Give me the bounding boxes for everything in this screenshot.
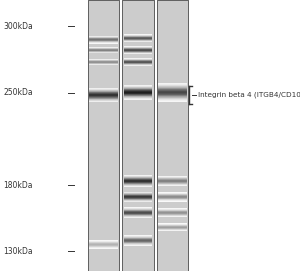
Bar bbox=[158, 95, 187, 96]
Bar bbox=[158, 97, 187, 98]
Bar bbox=[158, 94, 187, 95]
Bar bbox=[124, 90, 152, 91]
Text: 300kDa: 300kDa bbox=[3, 22, 33, 31]
Bar bbox=[158, 98, 187, 99]
Bar bbox=[157, 0, 188, 271]
Bar bbox=[124, 98, 152, 99]
Bar bbox=[158, 87, 187, 88]
Bar bbox=[158, 89, 187, 90]
Bar bbox=[158, 83, 187, 84]
Bar bbox=[158, 85, 187, 86]
Bar bbox=[124, 97, 152, 98]
Bar bbox=[158, 90, 187, 91]
Bar bbox=[157, 0, 188, 271]
Bar bbox=[89, 88, 118, 89]
Bar bbox=[124, 94, 152, 95]
Bar bbox=[89, 101, 118, 102]
Bar bbox=[124, 85, 152, 86]
Bar bbox=[158, 93, 187, 94]
Bar bbox=[124, 92, 152, 93]
Bar bbox=[158, 100, 187, 101]
Bar bbox=[89, 91, 118, 92]
Bar bbox=[89, 90, 118, 91]
Text: Integrin beta 4 (ITGB4/CD104): Integrin beta 4 (ITGB4/CD104) bbox=[198, 92, 300, 98]
Bar bbox=[158, 86, 187, 87]
Bar bbox=[88, 0, 119, 271]
Bar bbox=[158, 96, 187, 97]
Bar bbox=[89, 97, 118, 98]
Bar bbox=[122, 0, 154, 271]
Bar bbox=[89, 95, 118, 96]
Bar bbox=[158, 101, 187, 102]
Bar bbox=[89, 89, 118, 90]
Bar bbox=[158, 91, 187, 92]
Bar bbox=[89, 98, 118, 99]
Bar bbox=[122, 0, 154, 271]
Bar bbox=[89, 93, 118, 94]
Bar bbox=[124, 96, 152, 97]
Bar bbox=[158, 99, 187, 100]
Bar bbox=[124, 88, 152, 89]
Bar bbox=[89, 96, 118, 97]
Text: 250kDa: 250kDa bbox=[3, 88, 33, 97]
Bar bbox=[89, 92, 118, 93]
Bar bbox=[89, 100, 118, 101]
Bar bbox=[158, 92, 187, 93]
Bar bbox=[124, 91, 152, 92]
Bar bbox=[124, 87, 152, 88]
Bar bbox=[124, 95, 152, 96]
Bar bbox=[158, 88, 187, 89]
Bar bbox=[158, 84, 187, 85]
Bar bbox=[89, 99, 118, 100]
Bar bbox=[124, 99, 152, 100]
Text: 130kDa: 130kDa bbox=[3, 247, 33, 256]
Bar bbox=[88, 0, 119, 271]
Bar bbox=[89, 94, 118, 95]
Text: 180kDa: 180kDa bbox=[3, 180, 32, 190]
Bar bbox=[124, 93, 152, 94]
Bar bbox=[124, 89, 152, 90]
Bar bbox=[124, 86, 152, 87]
